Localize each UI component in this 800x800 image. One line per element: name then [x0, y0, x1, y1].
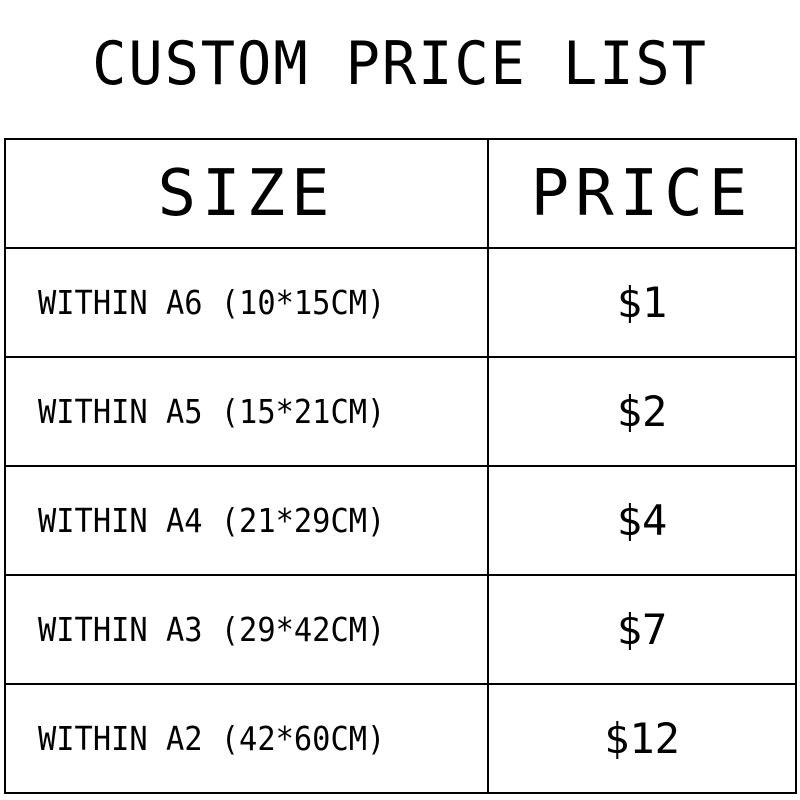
size-cell: WITHIN A3 (29*42CM): [4, 574, 489, 685]
table-header-row: SIZE PRICE: [4, 138, 797, 249]
size-text: WITHIN A5 (15*21CM): [38, 392, 386, 431]
size-cell: WITHIN A5 (15*21CM): [4, 356, 489, 467]
table-row: WITHIN A6 (10*15CM) $1: [4, 247, 797, 358]
table-row: WITHIN A5 (15*21CM) $2: [4, 356, 797, 467]
size-cell: WITHIN A6 (10*15CM): [4, 247, 489, 358]
price-cell: $2: [487, 356, 797, 467]
size-cell: WITHIN A4 (21*29CM): [4, 465, 489, 576]
size-text: WITHIN A6 (10*15CM): [38, 283, 386, 322]
price-table: SIZE PRICE WITHIN A6 (10*15CM) $1 WITHIN…: [4, 138, 797, 794]
price-cell: $1: [487, 247, 797, 358]
header-price: PRICE: [487, 138, 797, 249]
table-row: WITHIN A4 (21*29CM) $4: [4, 465, 797, 576]
size-text: WITHIN A2 (42*60CM): [38, 719, 386, 758]
price-cell: $12: [487, 683, 797, 794]
price-cell: $4: [487, 465, 797, 576]
page-title: CUSTOM PRICE LIST: [92, 29, 708, 99]
price-cell: $7: [487, 574, 797, 685]
size-text: WITHIN A4 (21*29CM): [38, 501, 386, 540]
table-row: WITHIN A2 (42*60CM) $12: [4, 683, 797, 794]
table-row: WITHIN A3 (29*42CM) $7: [4, 574, 797, 685]
size-text: WITHIN A3 (29*42CM): [38, 610, 386, 649]
header-size: SIZE: [4, 138, 489, 249]
size-cell: WITHIN A2 (42*60CM): [4, 683, 489, 794]
